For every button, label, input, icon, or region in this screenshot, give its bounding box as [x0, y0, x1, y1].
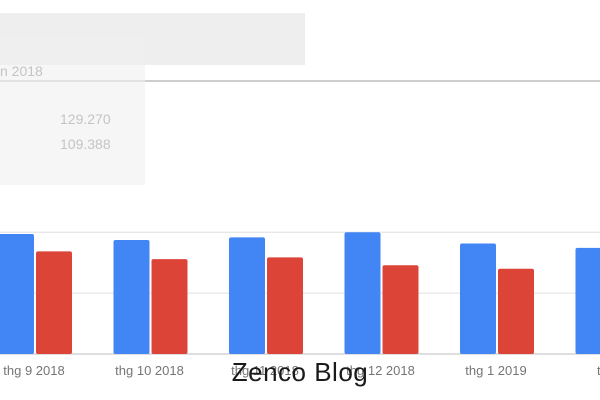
x-tick-label-1: thg 10 2018 — [115, 363, 184, 378]
bar-series-2-4[interactable] — [498, 268, 534, 354]
bar-series-1-4[interactable] — [460, 243, 496, 354]
watermark-text: Zenco Blog — [231, 357, 369, 387]
bar-series-2-1[interactable] — [151, 259, 188, 354]
bar-series-2-2[interactable] — [267, 257, 303, 354]
bar-chart: thg 9 2018 thg 10 2018 thg 11 2018 thg 12 2… — [0, 231, 600, 378]
bar-series-2-0[interactable] — [36, 251, 72, 354]
chart-area: thg 9 2018 thg 10 2018 thg 11 2018 thg 12 2… — [0, 82, 600, 400]
tooltip-date: n 2018 — [0, 63, 43, 79]
card-divider — [0, 80, 600, 82]
bar-series-1-1[interactable] — [113, 240, 150, 354]
x-tick-label-4: thg 1 2019 — [465, 363, 526, 378]
x-tick-label-0: thg 9 2018 — [3, 363, 64, 378]
x-tick-label-3: thg 12 2018 — [346, 363, 415, 378]
x-tick-label-2: thg 11 2018 — [231, 363, 299, 378]
x-tick-label-5: thg 2 — [597, 363, 600, 378]
bar-series-1-5[interactable] — [575, 247, 600, 354]
tooltip-value-2: 109.388 — [60, 136, 111, 152]
bar-series-1-2[interactable] — [229, 237, 265, 354]
bar-series-2-3[interactable] — [382, 265, 419, 354]
bar-series-1-3[interactable] — [344, 232, 381, 354]
tooltip-value-1: 129.270 — [60, 111, 111, 127]
bar-series-1-0[interactable] — [0, 233, 34, 354]
tooltip-panel: n 2018 129.270 109.388 — [0, 35, 145, 185]
